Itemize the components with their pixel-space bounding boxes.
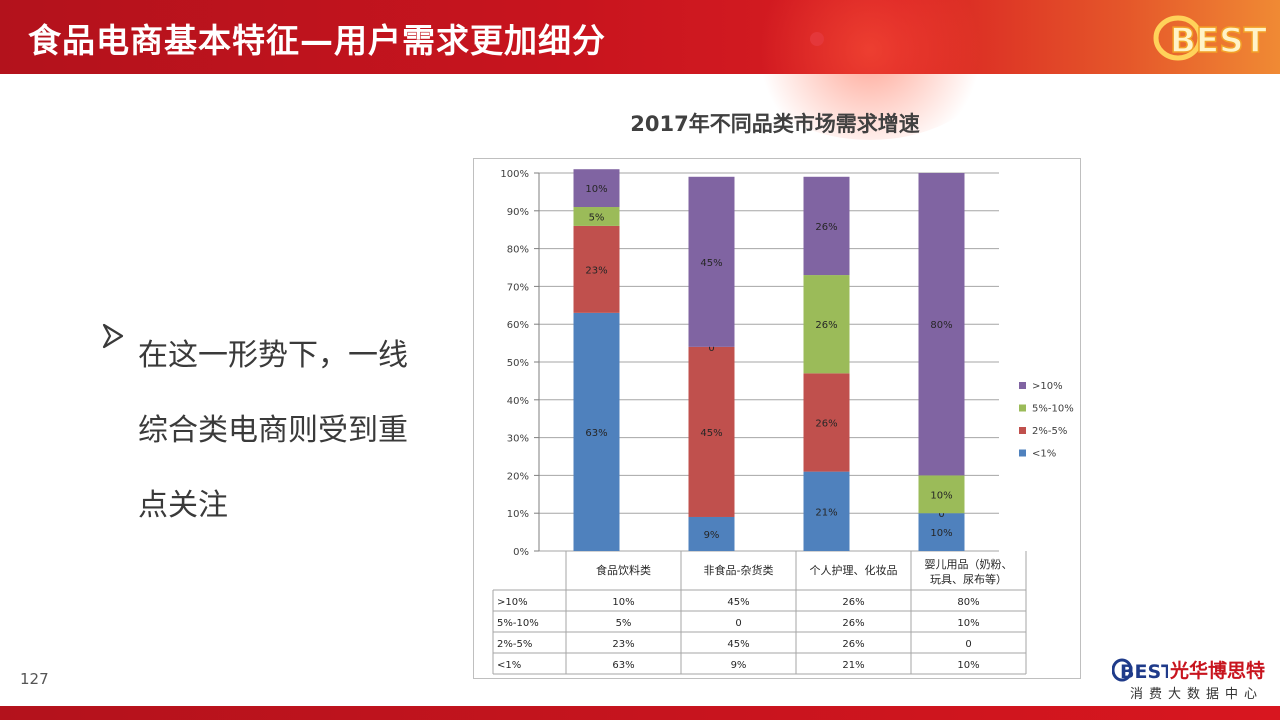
data-label: 26% — [815, 418, 837, 429]
data-label: 10% — [585, 184, 607, 195]
category-label: 非食品-杂货类 — [704, 563, 774, 577]
slide-title: 食品电商基本特征—用户需求更加细分 — [28, 21, 606, 60]
data-label: 21% — [815, 507, 837, 518]
table-cell: 26% — [842, 597, 864, 608]
bar-segment — [918, 475, 965, 514]
bar-segment — [573, 169, 620, 208]
legend-label: 2%-5% — [1032, 426, 1067, 437]
bar-segment — [573, 225, 620, 313]
bar-segment — [803, 275, 850, 374]
page-number: 127 — [20, 670, 49, 688]
header-glow — [740, 0, 1000, 140]
table-row-label: >10% — [497, 597, 528, 608]
best-badge-text: BEST — [1170, 21, 1266, 61]
table-cell: 9% — [731, 660, 747, 671]
bar-segment — [688, 346, 735, 517]
best-logo-text: BEST — [1120, 661, 1168, 682]
bar-segment — [918, 173, 965, 476]
data-label: 0 — [708, 343, 714, 354]
legend-swatch — [1019, 382, 1026, 389]
data-label: 0 — [938, 509, 944, 520]
y-tick-label: 10% — [507, 509, 529, 520]
chart-frame — [473, 158, 1081, 679]
legend-label: >10% — [1032, 381, 1063, 392]
table-cell: 10% — [612, 597, 634, 608]
table-cell: 45% — [727, 639, 749, 650]
data-label: 63% — [585, 428, 607, 439]
y-tick-label: 80% — [507, 245, 529, 256]
bar-segment — [803, 373, 850, 472]
table-cell: 26% — [842, 639, 864, 650]
category-label: 食品饮料类 — [596, 563, 651, 577]
y-tick-label: 70% — [507, 282, 529, 293]
data-label: 26% — [815, 222, 837, 233]
data-label: 80% — [930, 320, 952, 331]
y-tick-label: 60% — [507, 320, 529, 331]
bar-segment — [918, 513, 965, 551]
table-cell: 21% — [842, 660, 864, 671]
stacked-bar-chart: 0% 10% 20% 30% 40% 50% 60% 70% 80% 90% 100% 63% 23% 5… — [492, 169, 1074, 675]
legend-label: 5%-10% — [1032, 404, 1074, 415]
y-tick-label: 40% — [507, 396, 529, 407]
best-badge-logo: BEST — [1153, 15, 1266, 62]
table-row-label: <1% — [497, 660, 521, 671]
table-cell: 0 — [965, 639, 971, 650]
data-label: 45% — [700, 428, 722, 439]
chart-title: 2017年不同品类市场需求增速 — [630, 112, 920, 136]
data-label: 10% — [930, 490, 952, 501]
table-row-label: 5%-10% — [497, 618, 539, 629]
bar-segment — [573, 207, 620, 226]
header-banner: 食品电商基本特征—用户需求更加细分 BEST — [0, 0, 1280, 140]
data-label: 45% — [700, 258, 722, 269]
category-label: 玩具、尿布等） — [930, 572, 1007, 586]
y-tick-label: 30% — [507, 434, 529, 445]
legend-swatch — [1019, 404, 1026, 412]
legend-swatch — [1019, 449, 1026, 457]
bar-segment — [803, 176, 850, 276]
table-cell: 63% — [612, 660, 634, 671]
bar-segment — [803, 471, 850, 551]
y-tick-label: 100% — [500, 169, 529, 180]
data-label: 10% — [930, 528, 952, 539]
header-dot — [810, 32, 824, 46]
y-tick-label: 50% — [507, 358, 529, 369]
table-row-label: 2%-5% — [497, 639, 532, 650]
table-cell: 45% — [727, 597, 749, 608]
category-label: 婴儿用品（奶粉、 — [925, 557, 1013, 571]
data-label: 26% — [815, 320, 837, 331]
table-cell: 80% — [957, 597, 979, 608]
footer-bar — [0, 706, 1280, 720]
table-cell: 10% — [957, 660, 979, 671]
bar-segment — [688, 176, 735, 347]
legend-swatch — [1019, 427, 1026, 434]
data-label: 5% — [589, 212, 605, 223]
best-logo-icon: BEST — [1112, 658, 1168, 682]
y-tick-label: 90% — [507, 207, 529, 218]
company-logo: BEST 光华博思特 消费大数据中心 — [1112, 656, 1272, 702]
legend-label: <1% — [1032, 449, 1056, 460]
category-label: 个人护理、化妆品 — [810, 563, 898, 577]
logo-name: 光华博思特 — [1170, 660, 1266, 682]
logo-subtitle: 消费大数据中心 — [1130, 687, 1264, 702]
y-tick-label: 0% — [513, 547, 529, 558]
table-cell: 5% — [616, 618, 632, 629]
table-cell: 0 — [735, 618, 741, 629]
table-cell: 10% — [957, 618, 979, 629]
bar-segment — [688, 516, 735, 551]
y-tick-label: 20% — [507, 471, 529, 482]
arrow-bullet-icon — [102, 323, 124, 349]
data-label: 23% — [585, 265, 607, 276]
table-cell: 23% — [612, 639, 634, 650]
data-label: 9% — [704, 530, 720, 541]
bar-segment — [573, 312, 620, 551]
bullet-text: 在这一形势下，一线综合类电商则受到重点关注 — [138, 338, 408, 523]
table-cell: 26% — [842, 618, 864, 629]
